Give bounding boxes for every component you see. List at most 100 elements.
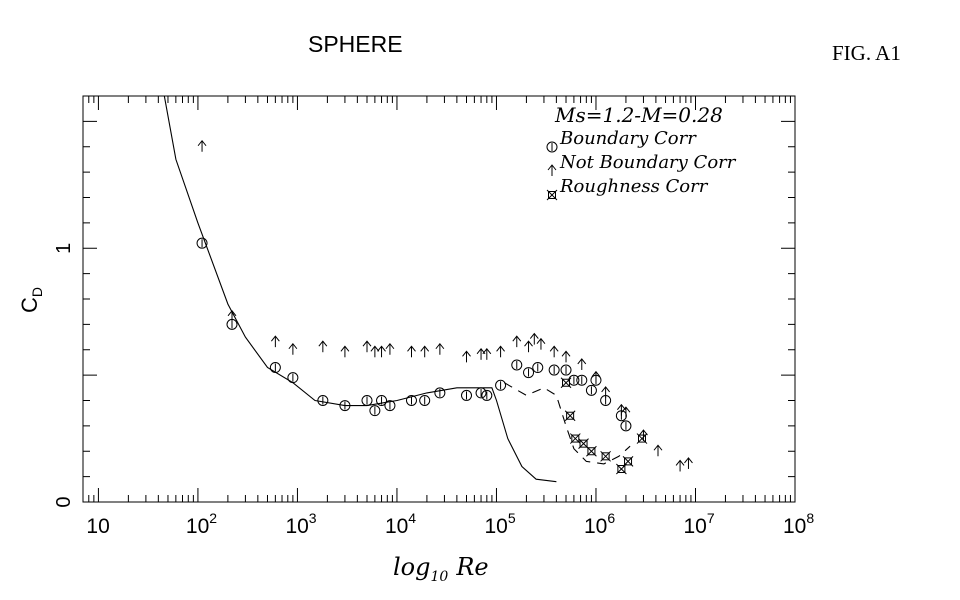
point-arrow xyxy=(197,139,207,152)
x-axis-label-sub: 10 xyxy=(431,569,449,585)
point-arrow xyxy=(476,348,486,360)
x-tick-label-base: 10 xyxy=(484,515,507,538)
marker-head xyxy=(549,345,559,352)
marker-circle xyxy=(511,359,523,371)
point-arrow xyxy=(227,309,237,322)
legend-header: Ms=1.2-M=0.28 xyxy=(554,103,723,127)
point-arrow xyxy=(462,350,471,363)
point-circle xyxy=(269,362,281,374)
legend-entry: Boundary Corr xyxy=(559,128,697,149)
marker-square xyxy=(562,378,571,387)
point-circle xyxy=(196,237,208,249)
marker-head xyxy=(621,406,631,413)
marker-head xyxy=(197,139,207,147)
x-tick-label: 108 xyxy=(783,510,814,538)
y-axis-label: CD xyxy=(17,287,45,313)
point-cross-square xyxy=(578,438,589,449)
point-cross-square xyxy=(616,463,627,475)
marker-head xyxy=(462,350,471,357)
x-axis-label-main: log xyxy=(393,553,431,581)
marker-head xyxy=(601,386,611,393)
marker-circle xyxy=(196,237,208,249)
point-arrow xyxy=(288,342,298,355)
point-arrow xyxy=(362,340,372,353)
point-circle xyxy=(339,400,351,412)
marker-circle xyxy=(495,379,507,391)
marker-head xyxy=(561,350,571,357)
point-cross-square xyxy=(564,410,576,422)
marker-diag xyxy=(546,189,558,201)
marker-head xyxy=(420,345,430,352)
marker-circle xyxy=(532,362,544,374)
marker-diag xyxy=(564,410,576,422)
point-circle xyxy=(481,389,493,401)
point-circle xyxy=(384,400,396,412)
marker-diag xyxy=(616,463,627,475)
marker-head xyxy=(435,342,445,350)
point-circle xyxy=(361,395,373,406)
marker-circle xyxy=(434,387,446,399)
point-arrow xyxy=(675,459,685,472)
x-axis-label-var: Re xyxy=(455,553,488,581)
y-tick-label: 1 xyxy=(53,243,75,254)
marker-diag xyxy=(622,456,634,467)
point-arrow xyxy=(529,332,539,345)
marker-circle xyxy=(481,389,493,401)
marker-square xyxy=(617,465,626,474)
point-circle xyxy=(560,364,572,376)
point-arrow xyxy=(561,350,571,363)
point-circle xyxy=(419,395,431,406)
point-arrow xyxy=(482,348,492,360)
marker-head xyxy=(370,345,380,352)
point-arrow xyxy=(591,370,601,383)
marker-circle xyxy=(546,141,558,153)
x-tick-label-base: 10 xyxy=(584,515,607,538)
point-arrow xyxy=(621,406,631,419)
marker-head xyxy=(377,345,386,352)
point-arrow xyxy=(370,345,380,358)
marker-circle xyxy=(405,395,417,406)
point-arrow xyxy=(420,345,430,358)
legend-marker xyxy=(546,141,558,153)
marker-circle xyxy=(339,400,351,412)
marker-circle xyxy=(376,395,388,406)
fit-curves xyxy=(163,96,631,483)
marker-head xyxy=(547,164,557,171)
x-tick-label-exp: 2 xyxy=(209,510,217,526)
marker-head xyxy=(524,340,533,347)
y-tick-label: 0 xyxy=(53,496,75,507)
marker-head xyxy=(536,337,546,344)
marker-circle xyxy=(369,405,381,417)
point-circle xyxy=(576,374,588,386)
x-tick-label-base: 10 xyxy=(385,515,408,538)
point-circle xyxy=(434,387,446,399)
marker-head xyxy=(362,340,372,347)
point-arrow xyxy=(385,342,395,355)
point-circle xyxy=(532,362,544,374)
marker-square xyxy=(601,452,610,461)
point-cross-square xyxy=(600,450,611,462)
marker-circle xyxy=(560,364,572,376)
x-tick-label-exp: 4 xyxy=(408,510,416,526)
marker-circle xyxy=(361,395,373,406)
marker-head xyxy=(639,429,648,436)
solid-curve xyxy=(163,96,557,483)
marker-square xyxy=(587,447,596,456)
point-circle xyxy=(585,384,597,396)
x-tick-label-base: 10 xyxy=(186,515,209,538)
marker-head xyxy=(385,342,395,350)
x-tick-label: 105 xyxy=(484,510,515,538)
point-arrow xyxy=(536,337,546,350)
x-tick-label-exp: 7 xyxy=(707,510,715,526)
marker-circle xyxy=(620,420,632,432)
marker-head xyxy=(591,370,601,377)
marker-head xyxy=(577,358,587,365)
marker-head xyxy=(675,459,685,466)
chart-title: SPHERE xyxy=(308,31,403,57)
point-arrow xyxy=(577,358,587,370)
point-arrow xyxy=(616,403,626,416)
x-tick-label: 106 xyxy=(584,510,615,538)
point-circle xyxy=(548,364,560,376)
marker-diag xyxy=(560,377,572,389)
